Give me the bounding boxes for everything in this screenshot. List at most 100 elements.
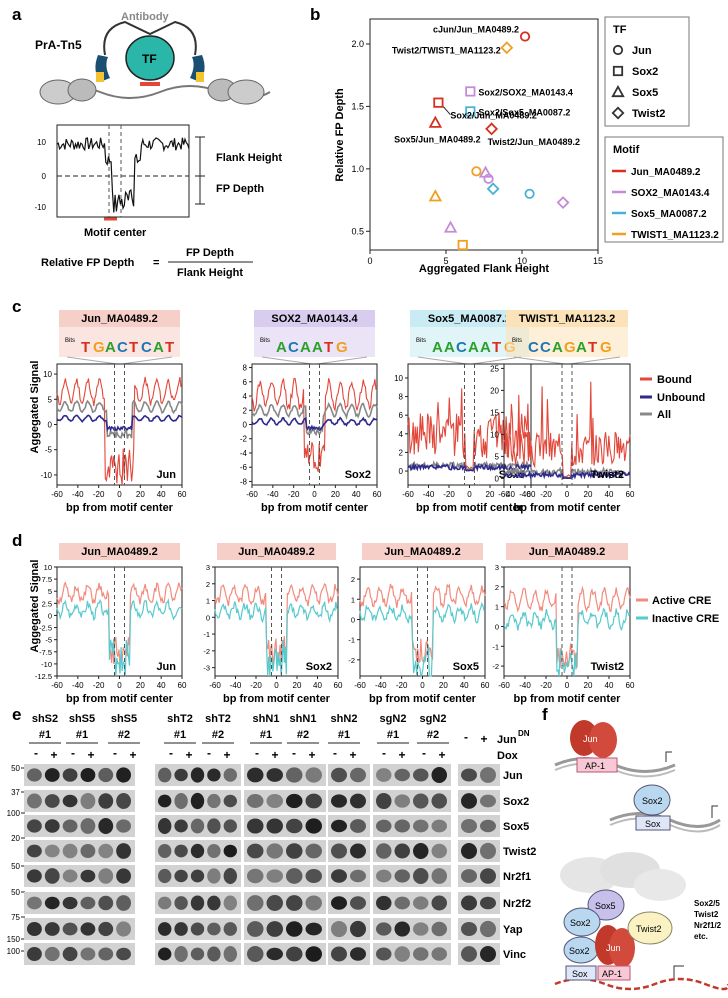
e-band <box>190 792 205 810</box>
c-ytick: -4 <box>240 449 248 458</box>
d-motif-header <box>217 543 336 560</box>
c-xtick: -20 <box>443 490 455 499</box>
c-ytick: -6 <box>240 463 248 472</box>
c-logo-box <box>506 327 628 357</box>
e-band <box>394 896 410 910</box>
e-band <box>394 869 410 883</box>
e-band <box>62 794 78 808</box>
d-xtick: 0 <box>420 681 425 690</box>
c-ytick: 5 <box>48 395 53 404</box>
e-dox-minus: - <box>113 746 117 760</box>
tf-legend-title: TF <box>613 24 627 36</box>
c-motif-header <box>410 310 529 327</box>
c-ytick: 15 <box>490 408 499 417</box>
scatter-ytick: 0.5 <box>351 226 364 236</box>
e-band <box>413 947 429 961</box>
fp-ytick-0: 0 <box>42 172 47 181</box>
c-xtick: 20 <box>331 490 340 499</box>
e-band <box>413 867 429 885</box>
c-xtick: 20 <box>584 490 593 499</box>
c-logo-letter: C <box>117 339 128 356</box>
e-band <box>44 794 60 808</box>
formula-left: Relative FP Depth <box>41 257 135 269</box>
e-dox-minus: - <box>207 746 211 760</box>
c-ytick: 6 <box>399 411 404 420</box>
d-motif-header <box>506 543 628 560</box>
c-motif-title: TWIST1_MA1123.2 <box>519 313 616 325</box>
e-group-num: #1 <box>39 729 51 741</box>
e-band <box>207 844 221 858</box>
e-band <box>223 794 237 808</box>
e-band <box>350 767 366 783</box>
d-ytick: 1 <box>351 595 355 604</box>
f-ap1-label: AP-1 <box>585 761 605 771</box>
e-band <box>350 793 366 809</box>
e-band <box>286 818 303 834</box>
e-group-num: #2 <box>118 729 130 741</box>
motif-center-label: Motif center <box>84 227 147 239</box>
f-jun-2 <box>589 722 617 758</box>
e-band <box>158 843 172 859</box>
e-group-name: shN1 <box>290 713 317 725</box>
c-xtick: 40 <box>506 490 515 499</box>
c-ytick: 20 <box>490 386 499 395</box>
c-xtick: 0 <box>312 490 317 499</box>
nucleosome-2 <box>67 78 97 102</box>
scatter-xtick: 0 <box>367 256 372 266</box>
scatter-point <box>486 182 500 196</box>
e-band <box>331 767 347 783</box>
e-band <box>394 921 410 937</box>
e-band <box>480 945 496 963</box>
e-band <box>116 767 131 783</box>
e-dox-plus: + <box>185 748 192 762</box>
c-logo-letter: G <box>600 339 612 356</box>
c-logo-letter: T <box>324 339 333 356</box>
c-ytick: 8 <box>243 364 248 373</box>
e-band <box>286 868 303 884</box>
e-band <box>413 793 429 809</box>
e-band <box>207 868 221 884</box>
e-band <box>461 895 477 911</box>
e-group-name: shT2 <box>205 713 231 725</box>
e-band <box>376 819 392 833</box>
e-band <box>223 844 237 858</box>
e-mw-marker: 50 <box>11 888 20 897</box>
panel-a: Antibody PrA-Tn5 TF 10 0 -10 Motif cente… <box>34 11 282 279</box>
d-ytick: 2 <box>495 583 499 592</box>
e-band <box>116 947 131 961</box>
e-band <box>174 946 188 962</box>
c-ytick: 0 <box>243 421 248 430</box>
c-logo-letter: A <box>468 339 479 356</box>
c-xtick: 60 <box>178 490 187 499</box>
d-ytick: -10 <box>41 660 52 669</box>
c-xtick: 0 <box>467 490 472 499</box>
c-logo-letter: A <box>444 339 455 356</box>
e-band <box>80 818 96 834</box>
e-group-num: #1 <box>174 729 186 741</box>
f-ap1-box <box>576 757 618 773</box>
e-band <box>266 895 283 911</box>
e-band <box>44 922 60 936</box>
scatter-point <box>428 115 443 128</box>
f-sox-box <box>635 815 671 831</box>
c-logo-letter: C <box>456 339 467 356</box>
e-protein-label: Twist2 <box>503 846 536 858</box>
e-band <box>331 920 347 938</box>
d-xtick: 20 <box>293 681 302 690</box>
e-dox-minus: - <box>255 746 259 760</box>
d-xtick: -20 <box>250 681 262 690</box>
c-logo-letter: C <box>141 339 152 356</box>
e-band <box>286 946 303 962</box>
e-band <box>266 947 283 961</box>
e-jundn-label: Jun <box>497 734 517 746</box>
e-band <box>431 793 447 809</box>
d-xtick: -40 <box>375 681 387 690</box>
e-band <box>413 768 429 782</box>
c-logo-zoom <box>66 356 173 365</box>
c-xtick: 40 <box>157 490 166 499</box>
e-band <box>350 869 366 883</box>
e-group-name: shN1 <box>253 713 280 725</box>
f-jun-label: Jun <box>583 734 598 744</box>
e-group-name: shN2 <box>331 713 358 725</box>
e-band <box>331 819 347 833</box>
